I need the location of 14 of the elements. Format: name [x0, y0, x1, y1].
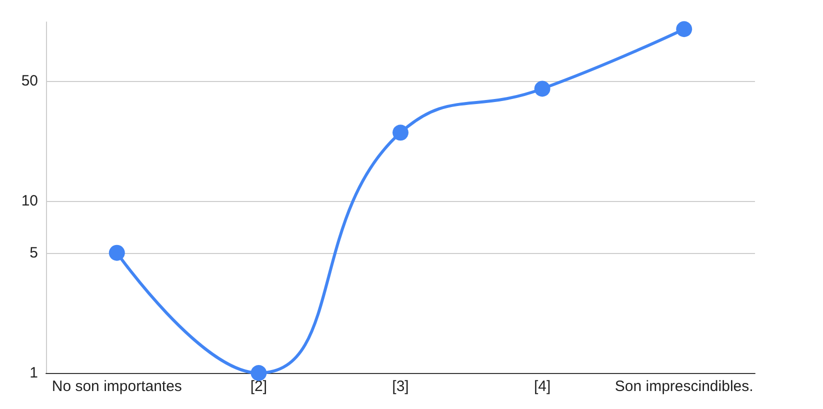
- y-tick-label: 1: [30, 364, 38, 382]
- point: [250, 365, 267, 381]
- x-tick-label: [4]: [534, 378, 551, 395]
- x-tick-label: [3]: [392, 378, 409, 395]
- point: [108, 244, 125, 261]
- x-tick-label: [2]: [250, 378, 268, 395]
- x-tick-label: No son importantes: [52, 378, 182, 395]
- y-tick-label: 10: [21, 192, 38, 210]
- point: [392, 124, 408, 141]
- point: [676, 21, 692, 38]
- y-tick-label: 50: [21, 72, 38, 90]
- y-tick-label: 5: [30, 244, 38, 262]
- x-tick-label: Son imprescindibles.: [614, 378, 754, 395]
- point: [534, 80, 550, 97]
